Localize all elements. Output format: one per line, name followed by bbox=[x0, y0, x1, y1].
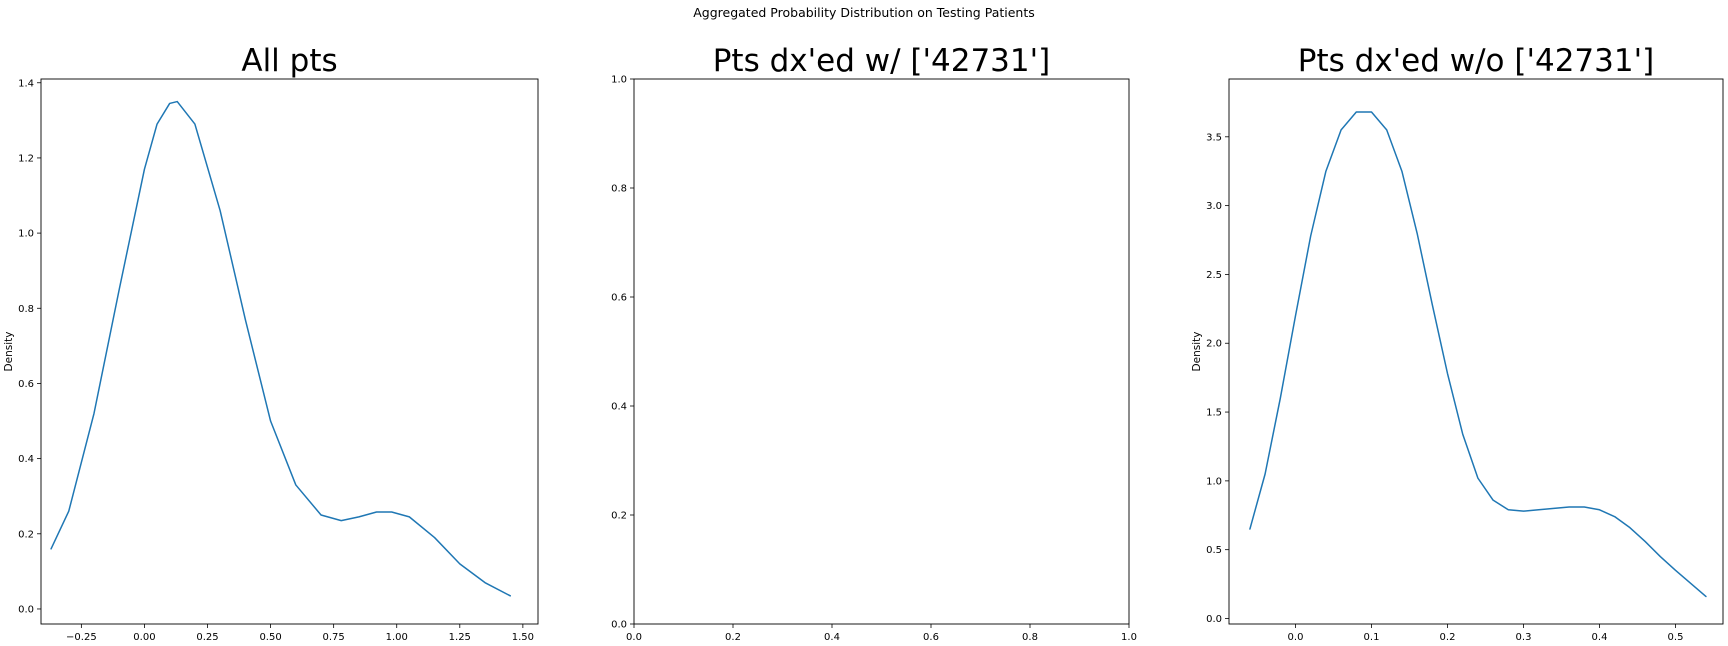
figure-suptitle: Aggregated Probability Distribution on T… bbox=[693, 5, 1035, 20]
chart-panel-3: Pts dx'ed w/o ['42731'] 0.0 0.1 0.2 0.3 0.4 0.… bbox=[1191, 43, 1724, 643]
y-tick-label-3-1: 0.5 bbox=[1206, 545, 1222, 556]
y-tick-label-2-5: 1.0 bbox=[611, 75, 627, 86]
y-tick-label-2-2: 0.4 bbox=[611, 402, 627, 413]
y-tick-label-1-1: 0.2 bbox=[18, 529, 34, 540]
x-tick-label-2-2: 0.4 bbox=[824, 632, 840, 643]
y-tick-label-1-5: 1.0 bbox=[18, 229, 34, 240]
x-tick-label-3-1: 0.1 bbox=[1364, 632, 1380, 643]
x-tick-label-1-4: 0.75 bbox=[323, 632, 345, 643]
y-tick-label-1-7: 1.4 bbox=[18, 78, 34, 89]
x-tick-label-3-0: 0.0 bbox=[1288, 632, 1304, 643]
y-tick-label-3-2: 1.0 bbox=[1206, 476, 1222, 487]
y-tick-label-1-4: 0.8 bbox=[18, 304, 34, 315]
x-tick-label-3-5: 0.5 bbox=[1668, 632, 1684, 643]
chart-panel-1: All pts −0.25 0.00 0.25 0.50 0.75 1.00 1.25 1.50… bbox=[3, 43, 539, 643]
axes-frame-1 bbox=[40, 78, 539, 625]
axes-frame-3 bbox=[1228, 78, 1724, 625]
x-tick-label-3-4: 0.4 bbox=[1592, 632, 1608, 643]
y-tick-label-1-6: 1.2 bbox=[18, 153, 34, 164]
y-tick-label-3-5: 2.5 bbox=[1206, 270, 1222, 281]
y-tick-label-1-2: 0.4 bbox=[18, 454, 34, 465]
y-tick-label-2-4: 0.8 bbox=[611, 184, 627, 195]
x-tick-label-1-2: 0.25 bbox=[196, 632, 218, 643]
chart-title-3: Pts dx'ed w/o ['42731'] bbox=[1298, 43, 1654, 79]
x-tick-label-2-0: 0.0 bbox=[626, 632, 642, 643]
y-tick-label-2-0: 0.0 bbox=[611, 620, 627, 631]
x-tick-label-3-2: 0.2 bbox=[1440, 632, 1456, 643]
x-tick-label-1-6: 1.25 bbox=[449, 632, 471, 643]
y-tick-label-3-0: 0.0 bbox=[1206, 614, 1222, 625]
y-tick-label-3-7: 3.5 bbox=[1206, 132, 1222, 143]
x-tick-label-1-3: 0.50 bbox=[259, 632, 281, 643]
x-tick-label-2-5: 1.0 bbox=[1121, 632, 1137, 643]
y-tick-label-3-4: 2.0 bbox=[1206, 339, 1222, 350]
x-tick-label-1-7: 1.50 bbox=[512, 632, 534, 643]
y-tick-label-2-3: 0.6 bbox=[611, 293, 627, 304]
y-tick-label-1-3: 0.6 bbox=[18, 379, 34, 390]
y-tick-label-1-0: 0.0 bbox=[18, 604, 34, 615]
chart-title-1: All pts bbox=[241, 43, 337, 79]
axes-frame-2 bbox=[633, 78, 1130, 625]
density-line-1 bbox=[50, 100, 511, 597]
y-tick-label-2-1: 0.2 bbox=[611, 511, 627, 522]
x-tick-label-2-4: 0.8 bbox=[1022, 632, 1038, 643]
chart-title-2: Pts dx'ed w/ ['42731'] bbox=[713, 43, 1051, 79]
y-tick-label-3-6: 3.0 bbox=[1206, 201, 1222, 212]
x-tick-label-1-1: 0.00 bbox=[133, 632, 155, 643]
x-tick-label-3-3: 0.3 bbox=[1516, 632, 1532, 643]
x-tick-label-1-0: −0.25 bbox=[66, 632, 97, 643]
x-tick-label-2-3: 0.6 bbox=[923, 632, 939, 643]
chart-panel-2: Pts dx'ed w/ ['42731'] 0.0 0.2 0.4 0.6 0.8 1.0… bbox=[611, 43, 1137, 643]
y-axis-label-3: Density bbox=[1191, 332, 1203, 372]
y-tick-label-3-3: 1.5 bbox=[1206, 408, 1222, 419]
x-tick-label-1-5: 1.00 bbox=[386, 632, 408, 643]
density-line-3 bbox=[1249, 111, 1707, 598]
x-tick-label-2-1: 0.2 bbox=[725, 632, 741, 643]
y-axis-label-1: Density bbox=[3, 332, 15, 372]
